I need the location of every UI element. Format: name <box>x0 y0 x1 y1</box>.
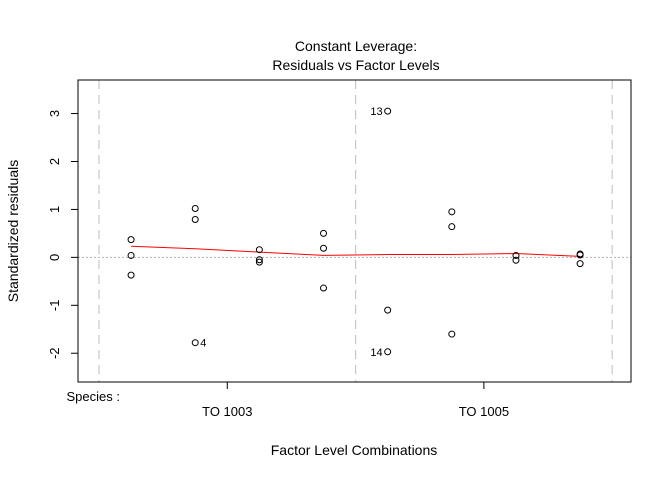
smooth-layer <box>131 245 581 257</box>
y-tick-label: -1 <box>47 300 62 312</box>
residual-point <box>384 306 392 314</box>
point-label: 14 <box>370 347 382 359</box>
y-tick-label: 3 <box>47 110 62 117</box>
residual-point <box>576 251 584 259</box>
y-tick-label: 2 <box>47 158 62 165</box>
residual-point <box>255 258 263 266</box>
point-label: 13 <box>370 106 382 118</box>
residual-point <box>448 330 456 338</box>
residual-point <box>384 107 392 115</box>
x-tick-label: TO 1003 <box>202 404 252 419</box>
residual-point <box>127 271 135 279</box>
smooth-line <box>131 245 581 257</box>
residual-point <box>512 251 520 259</box>
residual-point <box>576 260 584 268</box>
residual-point <box>320 244 328 252</box>
residual-point <box>384 348 392 356</box>
grid-layer <box>78 80 631 382</box>
x-tick-label: TO 1005 <box>459 404 509 419</box>
y-tick-label: -2 <box>47 347 62 359</box>
plot-frame <box>77 79 632 383</box>
residual-point <box>191 204 199 212</box>
residual-point <box>320 284 328 292</box>
axes-layer: -2 -1 0 1 2 3 TO 1003 TO 1005 <box>47 110 509 419</box>
residual-point <box>512 256 520 264</box>
y-tick-label: 1 <box>47 206 62 213</box>
residual-point <box>191 215 199 223</box>
x-axis-label: Factor Level Combinations <box>271 442 438 458</box>
residual-point <box>448 223 456 231</box>
residual-point <box>255 246 263 254</box>
chart-title: Constant Leverage: <box>295 38 417 54</box>
residual-point <box>191 339 199 347</box>
residual-point <box>127 236 135 244</box>
y-tick-label: 0 <box>47 254 62 261</box>
residual-point <box>448 208 456 216</box>
chart-subtitle: Residuals vs Factor Levels <box>272 57 439 73</box>
points-layer: 4 13 14 <box>127 106 584 359</box>
y-axis-label: Standardized residuals <box>5 160 21 302</box>
factor-label: Species : <box>67 389 120 404</box>
residual-point <box>127 251 135 259</box>
residual-point <box>320 229 328 237</box>
point-label: 4 <box>200 338 206 350</box>
residual-point <box>255 256 263 264</box>
